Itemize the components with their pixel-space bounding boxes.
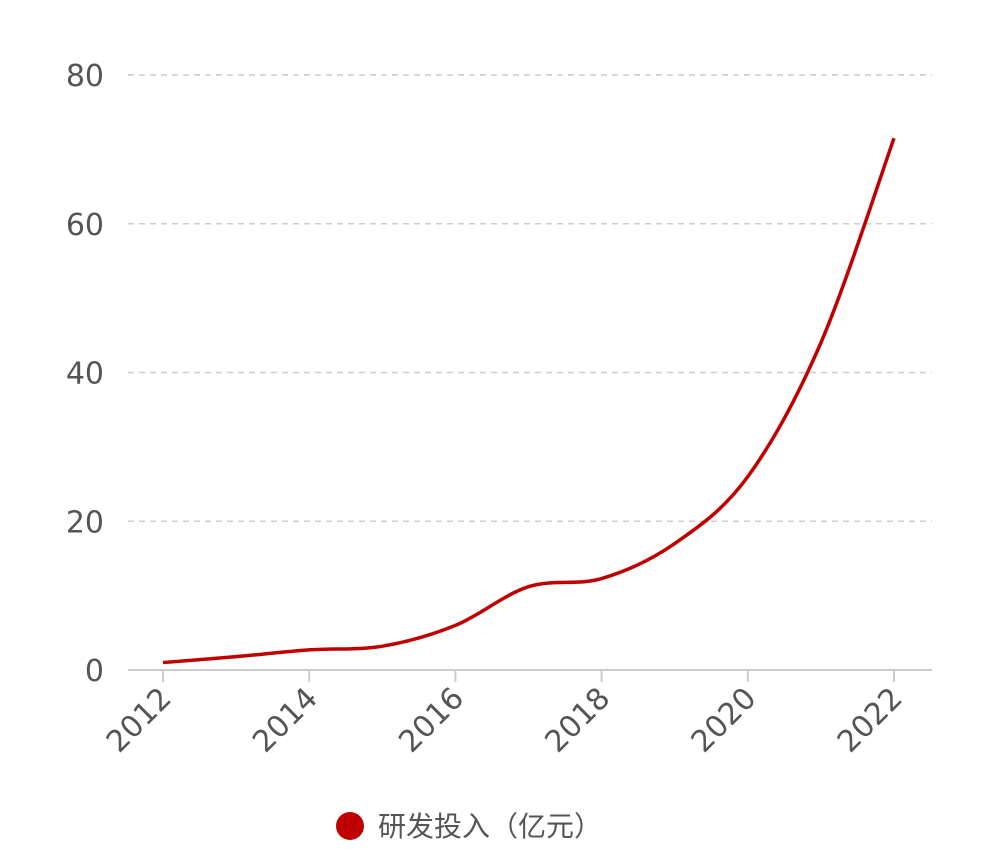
legend: 研发投入（亿元） [336, 810, 602, 843]
series-line-rd-investment [162, 137, 896, 665]
y-tick-label: 20 [66, 505, 104, 540]
x-tick-label: 2020 [685, 681, 764, 760]
y-axis-ticks: 0 20 40 60 80 [66, 59, 104, 689]
legend-label: 研发投入（亿元） [378, 810, 602, 843]
x-tick-label: 2012 [100, 681, 179, 760]
x-tick-label: 2016 [392, 681, 471, 760]
y-tick-label: 0 [85, 654, 104, 689]
y-tick-label: 60 [66, 208, 104, 243]
x-axis-ticks: 2012 2014 2016 2018 2020 2022 [100, 670, 910, 760]
x-tick-label: 2022 [831, 681, 910, 760]
x-tick-label: 2014 [246, 681, 325, 760]
x-tick-label: 2018 [539, 681, 618, 760]
gridlines [128, 74, 932, 522]
legend-marker [336, 812, 364, 840]
y-tick-label: 80 [66, 59, 104, 94]
y-tick-label: 40 [66, 357, 104, 392]
